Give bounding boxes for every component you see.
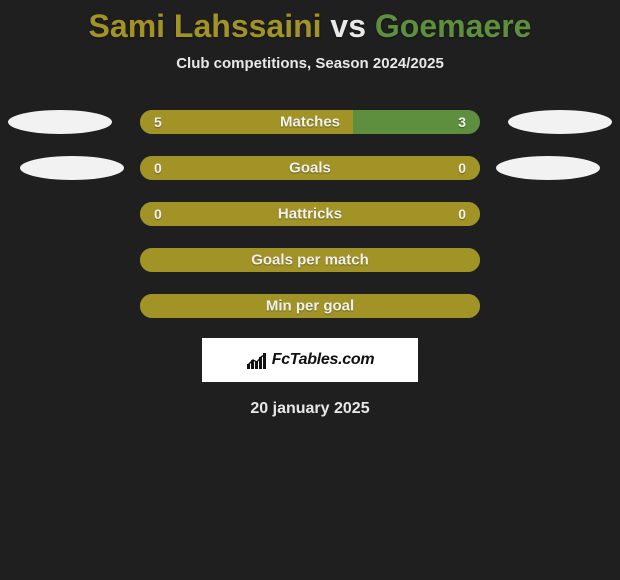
player1-marker-ellipse — [20, 156, 124, 180]
stat-left-value: 0 — [154, 206, 162, 222]
stat-bar: Min per goal — [140, 294, 480, 318]
infographic-container: Sami Lahssaini vs Goemaere Club competit… — [0, 0, 620, 418]
stat-row: Goals per match — [0, 248, 620, 272]
stat-label: Hattricks — [278, 206, 342, 223]
stat-label: Min per goal — [266, 298, 354, 315]
date-label: 20 january 2025 — [250, 400, 369, 418]
logo-chart-icon — [246, 351, 268, 369]
stat-right-value: 3 — [458, 114, 466, 130]
subtitle: Club competitions, Season 2024/2025 — [176, 55, 444, 72]
logo-text: FcTables.com — [272, 351, 375, 369]
logo-box: FcTables.com — [202, 338, 418, 382]
title-player1: Sami Lahssaini — [89, 8, 322, 44]
stat-left-value: 5 — [154, 114, 162, 130]
stat-row: 0 0 Goals — [0, 156, 620, 180]
stat-bar: 0 0 Hattricks — [140, 202, 480, 226]
stat-rows: 5 3 Matches 0 0 Goals 0 0 Hattricks Goals per mat… — [0, 110, 620, 318]
stat-label: Goals — [289, 160, 331, 177]
player2-marker-ellipse — [496, 156, 600, 180]
stat-label: Matches — [280, 114, 340, 131]
stat-bar: Goals per match — [140, 248, 480, 272]
title-separator: vs — [322, 8, 375, 44]
title-player2: Goemaere — [375, 8, 532, 44]
player2-marker-ellipse — [508, 110, 612, 134]
stat-bar: 0 0 Goals — [140, 156, 480, 180]
stat-row: 0 0 Hattricks — [0, 202, 620, 226]
stat-row: Min per goal — [0, 294, 620, 318]
stat-right-value: 0 — [458, 206, 466, 222]
page-title: Sami Lahssaini vs Goemaere — [89, 8, 532, 45]
stat-row: 5 3 Matches — [0, 110, 620, 134]
stat-right-value: 0 — [458, 160, 466, 176]
player1-marker-ellipse — [8, 110, 112, 134]
stat-bar: 5 3 Matches — [140, 110, 480, 134]
stat-left-value: 0 — [154, 160, 162, 176]
stat-label: Goals per match — [251, 252, 369, 269]
